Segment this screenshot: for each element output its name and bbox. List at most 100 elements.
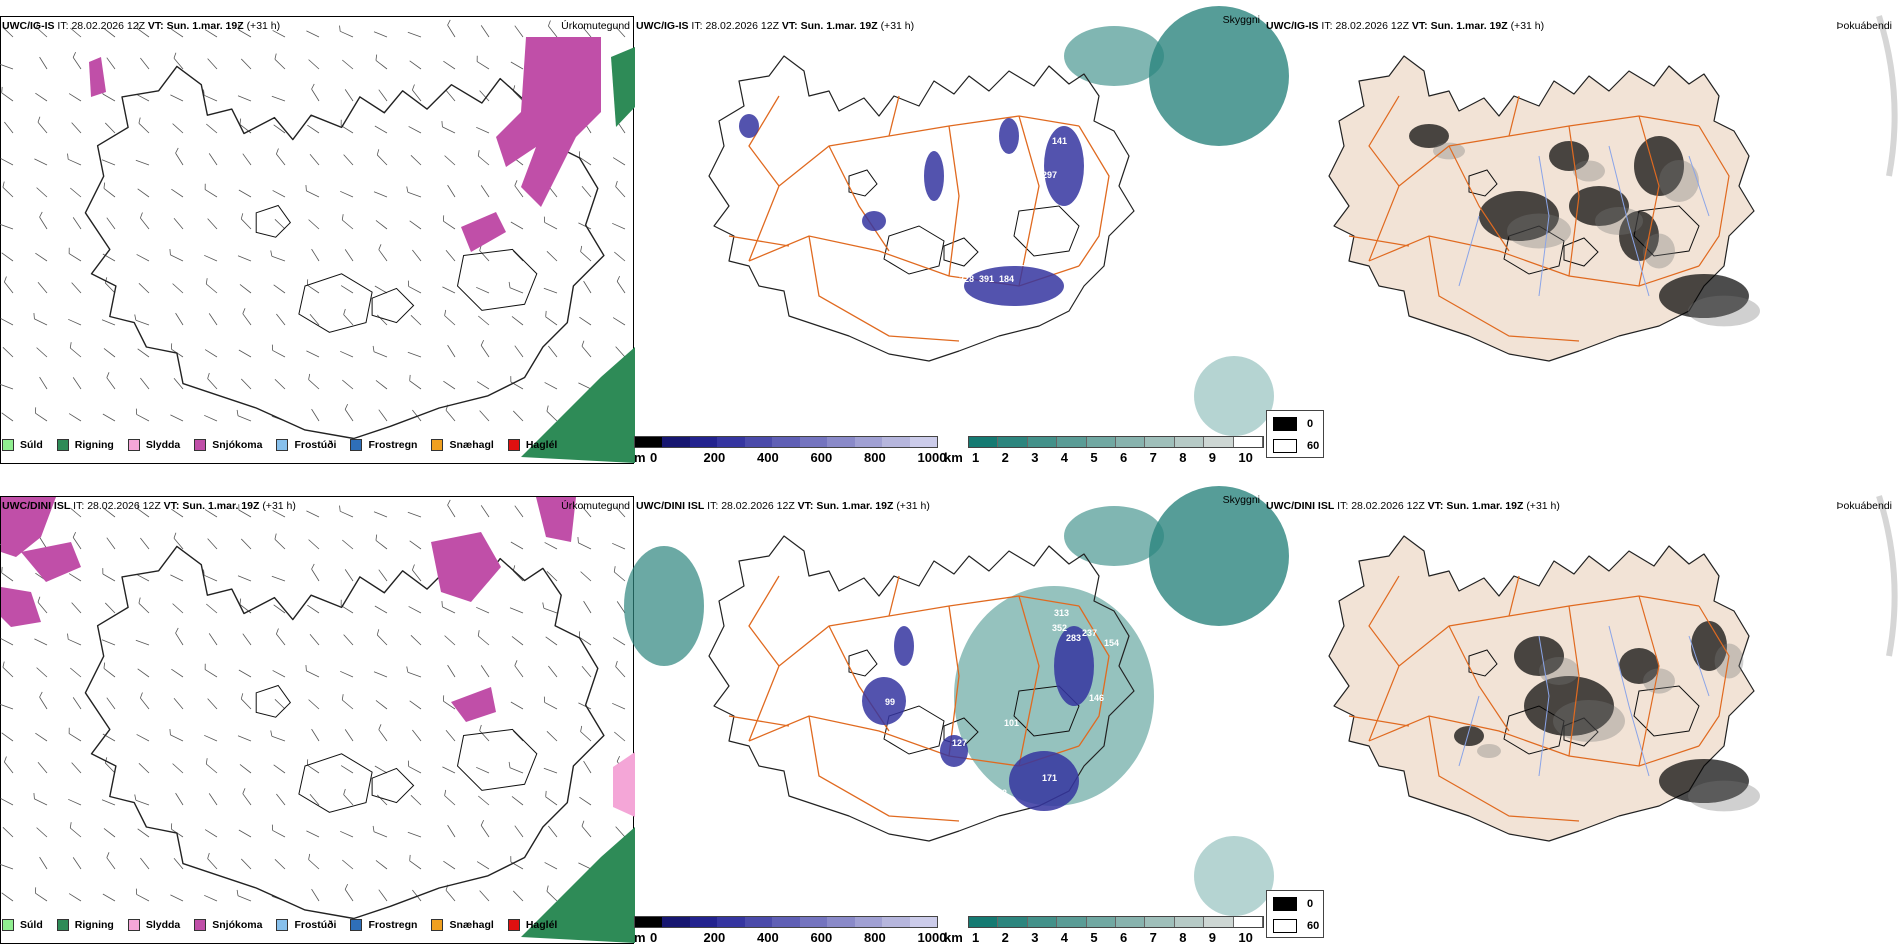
- road-line: [808, 715, 960, 822]
- road-line: [888, 95, 900, 137]
- road-line: [748, 575, 780, 667]
- colorbar-unit: km: [944, 450, 963, 465]
- fog-map: [1328, 495, 1898, 842]
- ceiling-ticks: m 0 200 400 600 800 1000: [634, 930, 954, 946]
- low-ceiling-area: [1054, 626, 1094, 706]
- fog-area: [1619, 211, 1659, 261]
- colorbar-tick: 4: [1060, 930, 1069, 945]
- fog-edge: [1876, 495, 1898, 657]
- colorbar-step: [799, 437, 828, 447]
- legend-swatch: [276, 919, 289, 931]
- road-line: [1428, 715, 1580, 822]
- colorbar-step: [909, 917, 937, 927]
- glacier-outline: [883, 225, 945, 275]
- coastline: [708, 55, 1135, 362]
- ceiling-value-label: 99: [885, 697, 895, 707]
- run-header: UWC/IG-IS IT: 28.02.2026 12Z VT: Sun. 1.…: [1266, 20, 1545, 32]
- legend-label: Snæhagl: [449, 919, 494, 931]
- colorbar-tick: 9: [1208, 450, 1217, 465]
- fog-area: [1514, 636, 1564, 676]
- low-ceiling-area: [739, 114, 759, 138]
- legend-swatch: [127, 919, 140, 931]
- ceiling-value-label: 272: [992, 788, 1007, 798]
- fog-area: [1479, 191, 1559, 241]
- snow-area: [1, 587, 41, 627]
- colorbar-step: [882, 917, 910, 927]
- low-ceiling-area: [862, 677, 906, 725]
- river-line: [1458, 695, 1480, 767]
- legend-swatch: [350, 919, 363, 931]
- legend-swatch: [431, 919, 444, 931]
- forecast-row: UWC/DINI ISL IT: 28.02.2026 12Z VT: Sun.…: [0, 480, 1900, 950]
- colorbar-step: [827, 917, 855, 927]
- legend-item: Haglél: [507, 919, 557, 931]
- sleet-area: [613, 752, 635, 817]
- road-line: [728, 235, 790, 247]
- colorbar-tick: 1000: [917, 450, 947, 465]
- snow-area: [496, 37, 601, 207]
- rain-area: [521, 827, 635, 943]
- low-ceiling-area: [1044, 126, 1084, 206]
- run-header: UWC/IG-IS IT: 28.02.2026 12Z VT: Sun. 1.…: [636, 20, 915, 32]
- glacier-outline: [298, 273, 373, 333]
- road-line: [1638, 115, 1660, 287]
- legend-label: Snjókoma: [212, 919, 263, 931]
- glacier-outline: [255, 684, 292, 718]
- visibility-ticks: km 1 2 3 4 5 6 7 8 9 10: [944, 450, 1274, 466]
- river-line: [1608, 625, 1650, 777]
- snow-area: [461, 212, 506, 252]
- colorbar-unit: m: [634, 930, 646, 945]
- fog-panel: UWC/IG-IS IT: 28.02.2026 12Z VT: Sun. 1.…: [1264, 0, 1900, 470]
- legend-label: Frostúði: [294, 439, 337, 451]
- visibility-panel: 228 391 184 147 160 297 284 141 UWC/IG-IS IT: 2…: [634, 0, 1289, 470]
- legend-label: Frostregn: [368, 439, 418, 451]
- legend-swatch: [56, 919, 69, 931]
- colorbar-step: [1027, 437, 1058, 447]
- legend-label: Rigning: [74, 919, 114, 931]
- low-visibility-area: [1064, 506, 1164, 566]
- legend-item: Haglél: [507, 439, 557, 451]
- road-line: [1078, 125, 1110, 267]
- fog-area: [1409, 124, 1449, 148]
- colorbar-step: [1174, 917, 1205, 927]
- colorbar-step: [1086, 917, 1117, 927]
- colorbar-step: [854, 917, 883, 927]
- colorbar-tick: 200: [703, 930, 726, 945]
- legend-item: Frostregn: [350, 439, 417, 451]
- road-line: [1568, 605, 1580, 757]
- colorbar-step: [635, 917, 663, 927]
- run-header: UWC/IG-IS IT: 28.02.2026 12Z VT: Sun. 1.…: [2, 20, 281, 32]
- ceiling-value-label: 283: [1066, 633, 1081, 643]
- colorbar-tick: 800: [864, 930, 886, 945]
- glacier-outline: [1468, 649, 1498, 677]
- precip-map: [0, 19, 635, 463]
- legend-swatch: [194, 919, 207, 931]
- legend-swatch: [56, 439, 69, 451]
- legend-item: Slydda: [127, 439, 180, 451]
- legend-swatch: [194, 439, 207, 451]
- fog-area: [1524, 676, 1614, 736]
- road-line: [1698, 605, 1730, 747]
- low-ceiling-area: [894, 626, 914, 666]
- colorbar-tick: 7: [1149, 930, 1157, 945]
- fog-area: [1454, 726, 1484, 746]
- low-visibility-area: [1149, 6, 1289, 146]
- road-line: [1368, 95, 1400, 187]
- legend-item: Frostúði: [276, 439, 336, 451]
- fog-legend-swatch: [1273, 439, 1297, 453]
- colorbar-step: [1204, 437, 1234, 447]
- road-line: [1368, 715, 1700, 767]
- colorbar-tick: 3: [1031, 450, 1039, 465]
- ceiling-value-label: 228: [959, 274, 974, 284]
- colorbar-tick: 600: [810, 930, 833, 945]
- river-line: [1608, 145, 1650, 297]
- colorbar-tick: 200: [703, 450, 726, 465]
- road-line: [748, 95, 780, 187]
- road-line: [1638, 595, 1660, 767]
- snow-area: [536, 497, 576, 542]
- snow-area: [451, 687, 496, 722]
- colorbar-tick: 600: [810, 450, 833, 465]
- road-line: [1368, 235, 1700, 287]
- ceiling-value-label: 147: [1019, 258, 1034, 268]
- low-ceiling-area: [964, 266, 1064, 306]
